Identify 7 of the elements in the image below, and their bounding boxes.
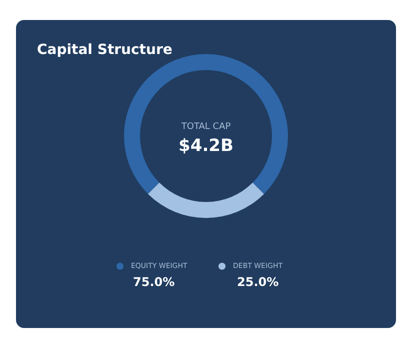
text: $4.2B: [178, 136, 234, 156]
data-label: 25.0%: [237, 275, 279, 289]
text: TOTAL CAP: [180, 122, 232, 132]
chart-title: Capital Structure: [37, 42, 172, 58]
data-label: 75.0%: [133, 275, 175, 289]
donut-slice: [124, 54, 288, 194]
donut-slice: [148, 182, 264, 218]
